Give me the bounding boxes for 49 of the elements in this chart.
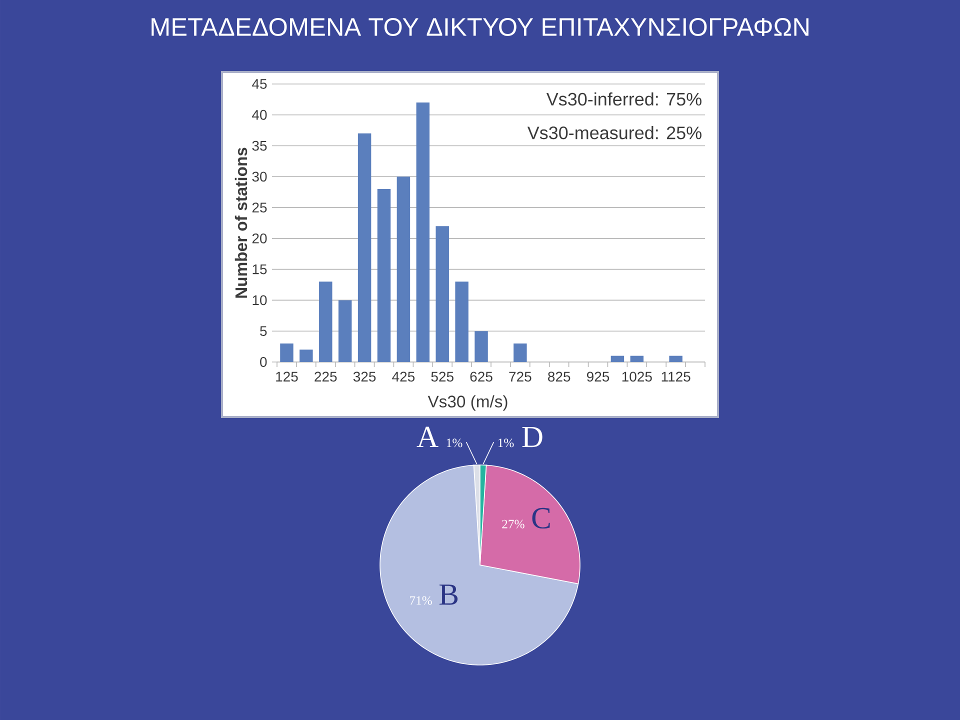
y-tick-label: 40 xyxy=(252,110,267,120)
x-axis-title: Vs30 (m/s) xyxy=(428,395,508,411)
x-tick-label: 125 xyxy=(276,372,298,382)
y-tick-label: 0 xyxy=(260,357,267,367)
bar xyxy=(610,356,624,362)
bar xyxy=(396,176,410,362)
y-tick-label: 45 xyxy=(252,79,267,89)
bar xyxy=(630,356,644,362)
bar xyxy=(280,343,294,362)
y-tick-label: 25 xyxy=(252,202,267,213)
data-label: 27% xyxy=(502,520,524,528)
annotation: Vs30-inferred: 75% xyxy=(546,92,702,106)
x-tick-label: 225 xyxy=(314,372,337,382)
chart-title: ΜΕΤΑΔΕΔΟΜΕΝΑ ΤΟΥ ΔΙΚΤΥΟΥ ΕΠΙΤΑΧΥΝΣΙΟΓΡΑΦΩΝ xyxy=(152,18,808,36)
bar xyxy=(358,133,372,362)
bar xyxy=(319,282,332,362)
bar xyxy=(377,189,391,362)
x-tick-label: 625 xyxy=(470,372,492,382)
bar xyxy=(416,102,430,362)
data-label: 1% xyxy=(498,438,514,448)
x-tick-label: 1125 xyxy=(662,372,690,382)
bar xyxy=(338,300,352,362)
y-tick-label: 30 xyxy=(252,172,267,182)
slice-label: C xyxy=(532,508,550,529)
x-tick-label: 425 xyxy=(392,372,415,382)
x-tick-label: 825 xyxy=(548,372,570,382)
annotation: Vs30-measured: 25% xyxy=(527,126,702,140)
y-tick-label: 5 xyxy=(260,326,267,336)
x-tick-label: 925 xyxy=(586,372,610,382)
data-label: 1% xyxy=(446,438,462,448)
data-label: 71% xyxy=(410,596,432,605)
y-tick-label: 35 xyxy=(252,140,267,151)
slice-label: A xyxy=(416,426,438,448)
bar xyxy=(514,343,527,362)
bar xyxy=(474,331,488,362)
x-tick-label: 525 xyxy=(431,372,454,382)
x-tick-label: 325 xyxy=(353,372,376,382)
y-tick-label: 20 xyxy=(252,233,267,244)
y-tick-label: 10 xyxy=(252,295,267,306)
y-tick-label: 15 xyxy=(252,264,267,274)
x-tick-label: 725 xyxy=(509,372,532,382)
bar xyxy=(300,350,313,362)
bar xyxy=(669,356,682,362)
bar xyxy=(455,282,468,362)
x-tick-label: 1025 xyxy=(622,372,652,382)
slice-label: D xyxy=(522,426,542,448)
slice-label: B xyxy=(439,584,458,605)
bar xyxy=(436,226,449,362)
y-axis-title: Number of stations xyxy=(234,148,248,298)
